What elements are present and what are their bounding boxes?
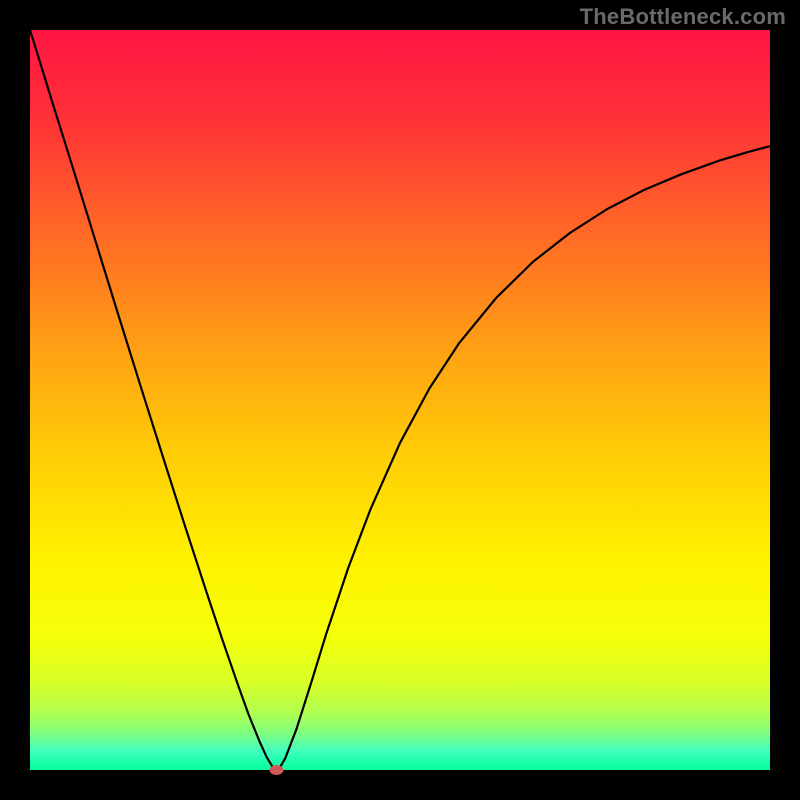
watermark-text: TheBottleneck.com [580, 4, 786, 30]
plot-background [30, 30, 770, 770]
bottleneck-chart [0, 0, 800, 800]
chart-container: { "meta": { "watermark": "TheBottleneck.… [0, 0, 800, 800]
minimum-marker [269, 765, 283, 775]
